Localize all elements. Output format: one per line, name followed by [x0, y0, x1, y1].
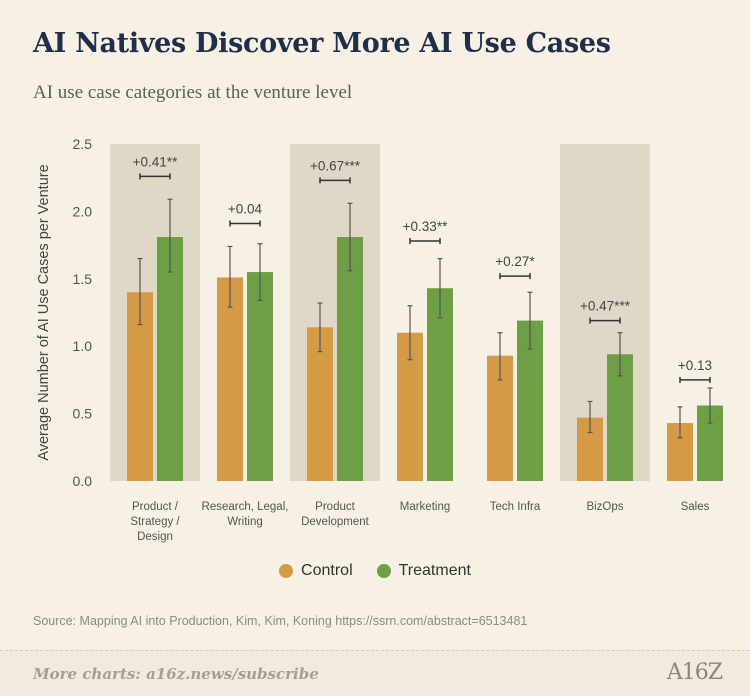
legend-item-treatment: Treatment: [376, 562, 471, 580]
y-tick-label: 2.0: [73, 203, 93, 219]
difference-label: +0.33**: [403, 219, 448, 234]
category-shade: [110, 144, 200, 481]
legend-label-control: Control: [301, 562, 353, 579]
legend: Control Treatment: [0, 562, 750, 580]
x-tick-label: Strategy /: [130, 516, 180, 528]
y-axis-label: Average Number of AI Use Cases per Ventu…: [36, 164, 52, 460]
x-tick-label: BizOps: [586, 501, 623, 513]
category-shade: [560, 144, 650, 481]
x-tick-label: Development: [301, 516, 370, 528]
difference-label: +0.13: [678, 358, 712, 373]
bar-control: [217, 277, 243, 481]
legend-swatch-control: [279, 564, 294, 578]
difference-label: +0.47***: [580, 299, 631, 314]
y-tick-label: 0.0: [73, 473, 93, 489]
y-tick-label: 1.5: [73, 271, 93, 287]
x-tick-label: Marketing: [400, 501, 451, 513]
bar-treatment: [337, 237, 363, 481]
difference-label: +0.04: [228, 202, 263, 217]
x-tick-label: Research, Legal,: [202, 501, 289, 513]
difference-label: +0.41**: [133, 154, 178, 169]
footer: More charts: a16z.news/subscribe A16Z: [0, 650, 750, 696]
legend-label-treatment: Treatment: [398, 562, 471, 579]
source-note: Source: Mapping AI into Production, Kim,…: [33, 614, 528, 628]
x-tick-label: Sales: [681, 501, 710, 513]
chart-title: AI Natives Discover More AI Use Cases: [33, 28, 611, 59]
bar-treatment: [157, 237, 183, 481]
a16z-logo: A16Z: [666, 660, 723, 685]
bar-chart: 0.0 0.5 1.0 1.5 2.0 2.5 Average Number of AI U…: [36, 136, 723, 543]
difference-label: +0.27*: [495, 254, 535, 269]
x-tick-label: Writing: [227, 516, 263, 528]
category-shade: [290, 144, 380, 481]
chart-subtitle: AI use case categories at the venture le…: [33, 82, 353, 103]
y-tick-label: 0.5: [73, 406, 93, 422]
bar-control: [307, 327, 333, 481]
legend-item-control: Control: [279, 562, 353, 580]
x-tick-label: Tech Infra: [490, 501, 541, 513]
subscribe-link[interactable]: More charts: a16z.news/subscribe: [33, 665, 319, 683]
x-tick-label: Product: [315, 501, 355, 513]
x-tick-label: Product /: [132, 501, 179, 513]
bar-treatment: [427, 288, 453, 481]
y-tick-label: 2.5: [73, 136, 93, 152]
bar-treatment: [247, 272, 273, 481]
x-tick-label: Design: [137, 531, 173, 543]
difference-label: +0.67***: [310, 158, 361, 173]
y-tick-label: 1.0: [73, 338, 93, 354]
legend-swatch-treatment: [376, 564, 391, 578]
